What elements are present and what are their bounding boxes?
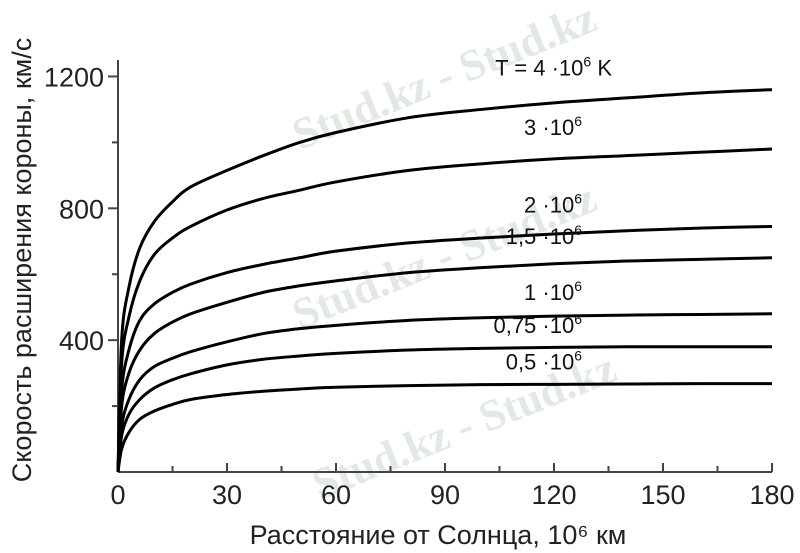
series-label: 1 ·106 (524, 278, 582, 305)
y-tick-label: 400 (59, 326, 104, 356)
series-label: 2 ·106 (524, 190, 582, 217)
x-tick-label: 90 (430, 480, 460, 510)
axes: 0 30 60 90 120 150 180 400 800 1200 (44, 60, 795, 510)
series-label: 0,75 ·106 (493, 311, 582, 338)
y-tick-label: 800 (59, 194, 104, 224)
series-line (116, 224, 773, 473)
x-tick-label: 30 (212, 480, 242, 510)
series-labels: T = 4 ·106 K 3 ·106 2 ·106 1,5 ·106 1 ·106 0,… (493, 54, 612, 375)
series-line (116, 256, 773, 473)
series-line (116, 312, 773, 473)
series-label: 3 ·106 (524, 113, 582, 140)
series-label: 1,5 ·106 (506, 222, 583, 249)
x-tick-label: 120 (531, 480, 576, 510)
series-line (116, 147, 773, 473)
series-line (116, 345, 772, 473)
x-axis-title: Расстояние от Солнца, 10⁶ км (250, 520, 627, 550)
y-axis-title: Скорость расширения короны, км/с (7, 38, 37, 482)
series-label: 0,5 ·106 (506, 348, 583, 375)
series-line (116, 88, 773, 473)
x-tick-label: 150 (640, 480, 685, 510)
series-label: T = 4 ·106 K (495, 54, 612, 81)
series-group (116, 88, 773, 473)
y-tick-label: 1200 (44, 62, 104, 92)
x-tick-label: 60 (321, 480, 351, 510)
series-line (116, 382, 773, 473)
x-tick-label: 0 (110, 480, 125, 510)
x-tick-label: 180 (749, 480, 794, 510)
